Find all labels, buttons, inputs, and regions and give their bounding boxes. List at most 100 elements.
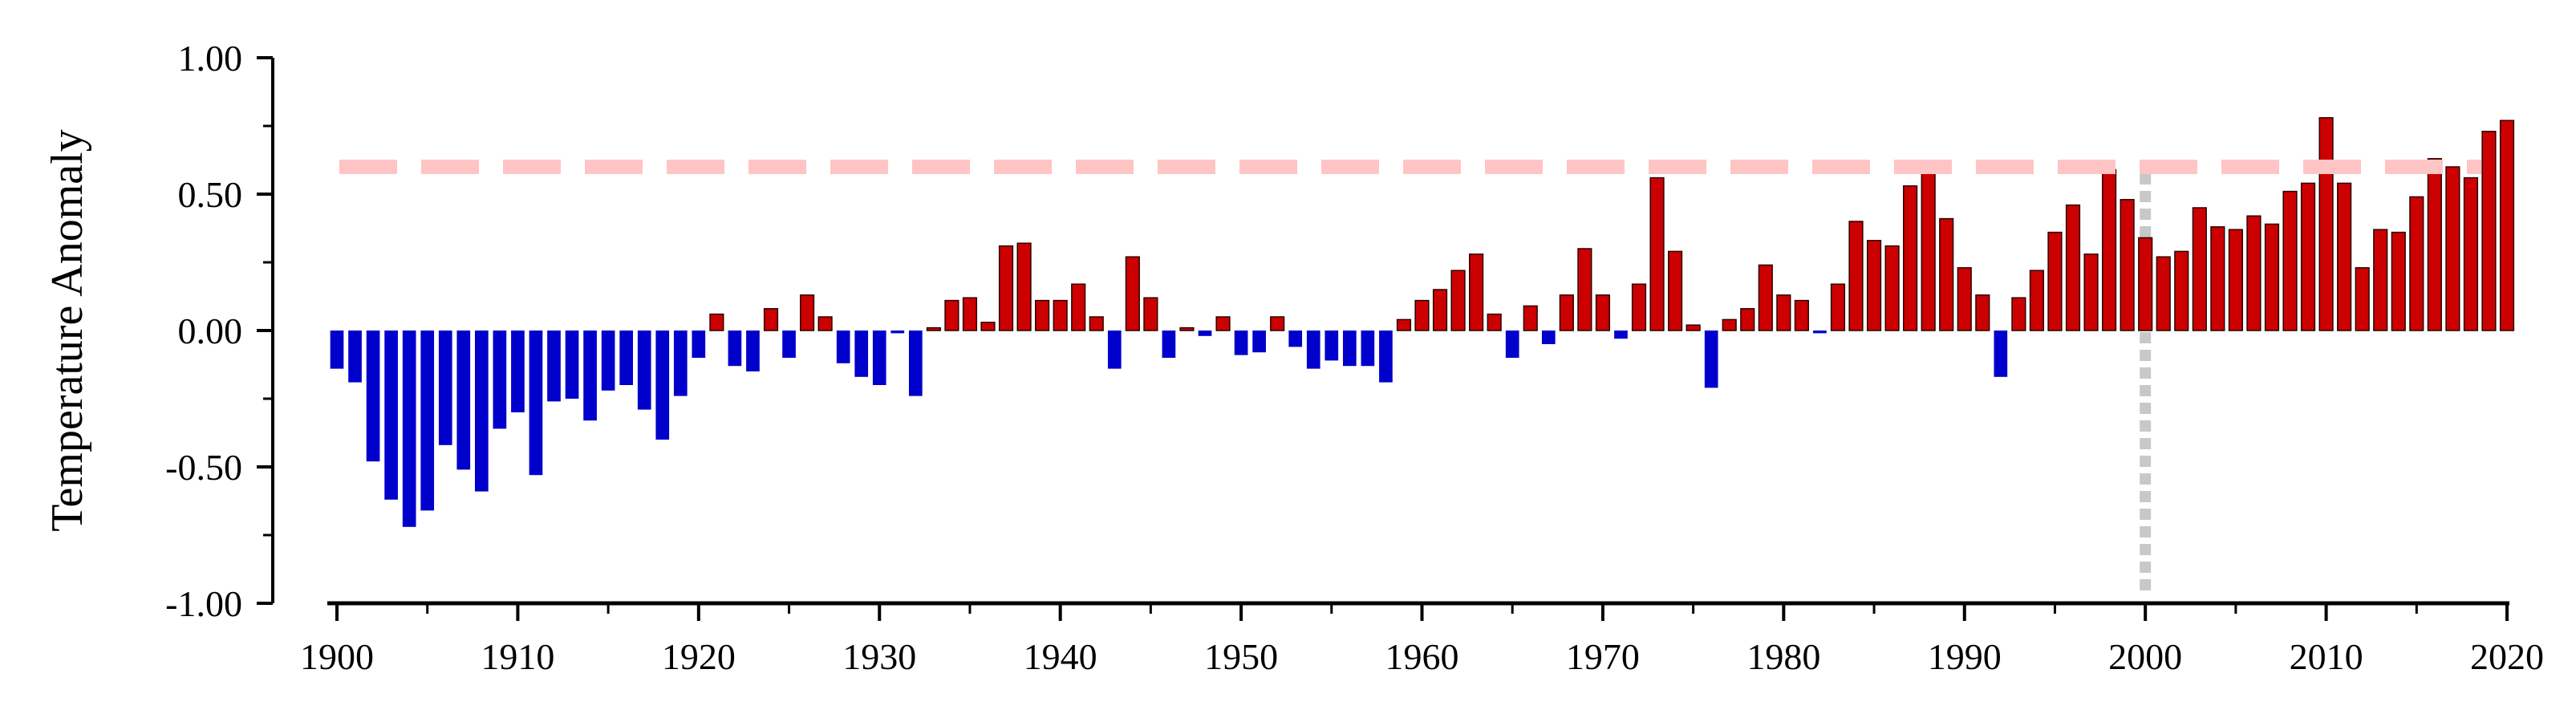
bar-1909	[493, 331, 507, 429]
bar-2016	[2427, 158, 2442, 331]
y-tick-label: 0.00	[178, 310, 243, 351]
bar-1926	[799, 294, 815, 331]
bar-1912	[547, 331, 561, 402]
bar-1985	[1866, 240, 1882, 331]
bar-1971	[1614, 331, 1628, 339]
bar-1901	[348, 331, 362, 383]
bar-2020	[2499, 120, 2515, 331]
bar-2014	[2391, 231, 2406, 331]
bar-2008	[2282, 190, 2298, 331]
x-tick-label: 1930	[842, 636, 916, 677]
bar-1935	[962, 297, 978, 331]
bar-1914	[583, 331, 597, 421]
x-tick-label: 1960	[1385, 636, 1459, 677]
bar-1966	[1523, 305, 1538, 331]
bar-1948	[1198, 331, 1212, 336]
bar-1916	[619, 331, 634, 385]
bar-1918	[655, 331, 670, 440]
bar-1982	[1813, 331, 1827, 334]
labels-layer: 1.00 0.50 0.00 -0.50 -1.00 1900 1910 1920 1930 19…	[43, 38, 2544, 677]
bar-1957	[1361, 331, 1375, 367]
bar-1990	[1957, 267, 1972, 331]
bar-1923	[746, 331, 760, 371]
bar-1922	[728, 331, 742, 367]
x-tick-label: 2000	[2108, 636, 2182, 677]
x-tick-label: 2020	[2470, 636, 2544, 677]
bar-1986	[1884, 245, 1900, 331]
bar-1932	[908, 331, 923, 396]
bar-1979	[1758, 264, 1773, 331]
bar-1919	[673, 331, 688, 396]
bar-1952	[1270, 316, 1285, 331]
bar-1980	[1776, 294, 1791, 331]
x-tick-label: 1910	[481, 636, 554, 677]
y-tick-label: -1.00	[165, 583, 242, 624]
bar-1960	[1414, 299, 1430, 331]
bar-1951	[1252, 331, 1266, 353]
bar-2003	[2192, 207, 2207, 331]
bar-1900	[330, 331, 344, 369]
bar-2017	[2445, 166, 2460, 331]
bar-1924	[763, 308, 779, 331]
x-tick-label: 1940	[1024, 636, 1097, 677]
bar-1915	[601, 331, 615, 391]
bar-2013	[2373, 229, 2388, 331]
x-tick-label: 1900	[300, 636, 374, 677]
bar-1959	[1396, 318, 1412, 331]
bar-1974	[1667, 250, 1683, 331]
bar-1943	[1107, 331, 1122, 369]
bar-1929	[854, 331, 869, 377]
bar-1934	[944, 299, 959, 331]
bar-1944	[1125, 256, 1140, 331]
bar-1913	[565, 331, 579, 399]
bar-1917	[637, 331, 651, 410]
bar-1963	[1469, 254, 1484, 331]
bar-1927	[817, 316, 833, 331]
bar-1933	[926, 327, 941, 331]
bar-1977	[1722, 318, 1737, 331]
bar-2010	[2318, 117, 2334, 331]
x-tick-label: 1980	[1746, 636, 1820, 677]
x-tick-label: 1920	[662, 636, 736, 677]
bar-1908	[474, 331, 489, 492]
bar-1940	[1053, 299, 1068, 331]
bar-1964	[1487, 313, 1502, 331]
bar-1991	[1975, 294, 1990, 331]
bar-1987	[1903, 185, 1918, 331]
bar-1938	[1016, 242, 1032, 331]
bar-1993	[2011, 297, 2026, 331]
bar-1937	[998, 245, 1014, 331]
bar-1962	[1450, 270, 1466, 331]
bar-1936	[980, 322, 996, 331]
bar-1925	[782, 331, 796, 358]
bar-2005	[2228, 229, 2243, 331]
bar-1911	[529, 331, 543, 476]
bar-2011	[2337, 182, 2352, 331]
bar-1992	[1994, 331, 2008, 377]
bar-1946	[1162, 331, 1176, 358]
bar-1947	[1179, 327, 1195, 331]
bar-1973	[1649, 176, 1665, 331]
bar-1902	[366, 331, 380, 462]
bar-1996	[2065, 204, 2081, 331]
bar-1958	[1379, 331, 1393, 383]
bar-1998	[2101, 168, 2117, 331]
bar-1931	[890, 331, 905, 334]
bar-1975	[1686, 324, 1701, 331]
bar-1903	[384, 331, 398, 500]
bar-2012	[2355, 267, 2370, 331]
bar-1983	[1830, 283, 1846, 331]
bar-1904	[402, 331, 416, 527]
bar-1954	[1306, 331, 1320, 369]
bar-1978	[1740, 308, 1755, 331]
bar-1969	[1577, 248, 1592, 331]
bar-1945	[1143, 297, 1158, 331]
bar-1961	[1432, 289, 1448, 331]
bar-2018	[2463, 176, 2479, 331]
bar-2019	[2481, 131, 2497, 331]
bar-1968	[1559, 294, 1574, 331]
bar-2015	[2409, 196, 2424, 331]
bar-1965	[1505, 331, 1519, 358]
bar-1989	[1939, 217, 1954, 331]
